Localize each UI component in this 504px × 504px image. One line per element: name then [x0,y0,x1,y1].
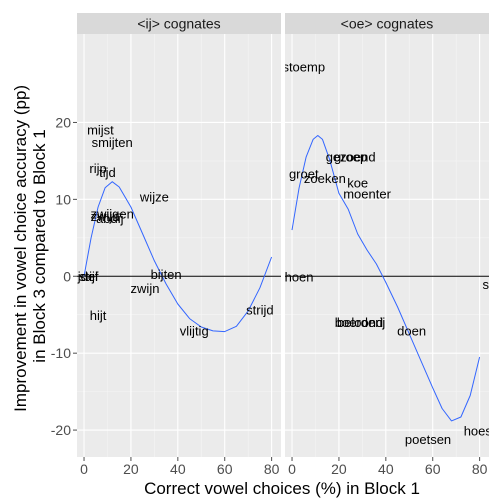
x-tick-label: 80 [472,461,488,477]
facet-strip-title: <ij> cognates [137,16,220,32]
x-tick-label: 0 [288,461,296,477]
word-point-label: stoep [482,277,504,292]
word-point-label: hoest [464,423,496,438]
x-tick-label: 60 [425,461,441,477]
word-point-label: bijten [151,267,182,282]
word-point-label: strijd [246,303,273,318]
x-tick-label: 20 [123,461,139,477]
y-tick-label: 10 [55,191,71,207]
word-point-label: groep [334,150,367,165]
y-axis-title-line-1: Improvement in vowel choice accuracy (pp… [11,85,30,412]
word-point-label: vlijtig [180,323,209,338]
x-tick-label: 0 [80,461,88,477]
word-point-label: tijd [99,165,116,180]
y-tick-label: -20 [51,422,71,438]
word-point-label: stijf [79,269,99,284]
y-tick-label: -10 [51,345,71,361]
word-point-label: smijten [92,135,133,150]
word-point-label: moenter [343,186,391,201]
x-axis: 0 20 40 60 80 0 20 40 60 80 [80,457,487,477]
word-point-label: doen [397,323,426,338]
y-axis-title: Improvement in vowel choice accuracy (pp… [11,80,49,412]
word-point-label: zwijn [131,281,160,296]
x-tick-label: 20 [331,461,347,477]
word-point-label: poetsen [405,432,451,447]
word-point-label: wijze [139,190,169,205]
panel-ij-cognates: <ij> cognatesmijstsmijtenrijptijdwijzezw… [75,13,281,457]
x-axis-title: Correct vowel choices (%) in Block 1 [144,479,420,498]
word-point-label: hijt [90,308,107,323]
word-point-label: beloond [337,315,383,330]
x-tick-label: 80 [264,461,280,477]
x-tick-label: 40 [170,461,186,477]
x-tick-label: 60 [217,461,233,477]
y-tick-label: 20 [55,114,71,130]
facet-strip-title: <oe> cognates [341,16,434,32]
panel-oe-cognates: <oe> cognatesstoempgezoendgroepgroetzoek… [282,13,504,457]
word-point-label: stoemp [282,60,325,75]
word-point-label: abdij [96,211,124,226]
x-tick-label: 40 [378,461,394,477]
y-axis-title-line-2: in Block 3 compared to Block 1 [30,129,49,362]
y-axis: -20 -10 0 10 20 [51,114,77,438]
y-tick-label: 0 [63,268,71,284]
word-point-label: zoeken [304,171,346,186]
word-point-label: hoen [285,270,314,285]
